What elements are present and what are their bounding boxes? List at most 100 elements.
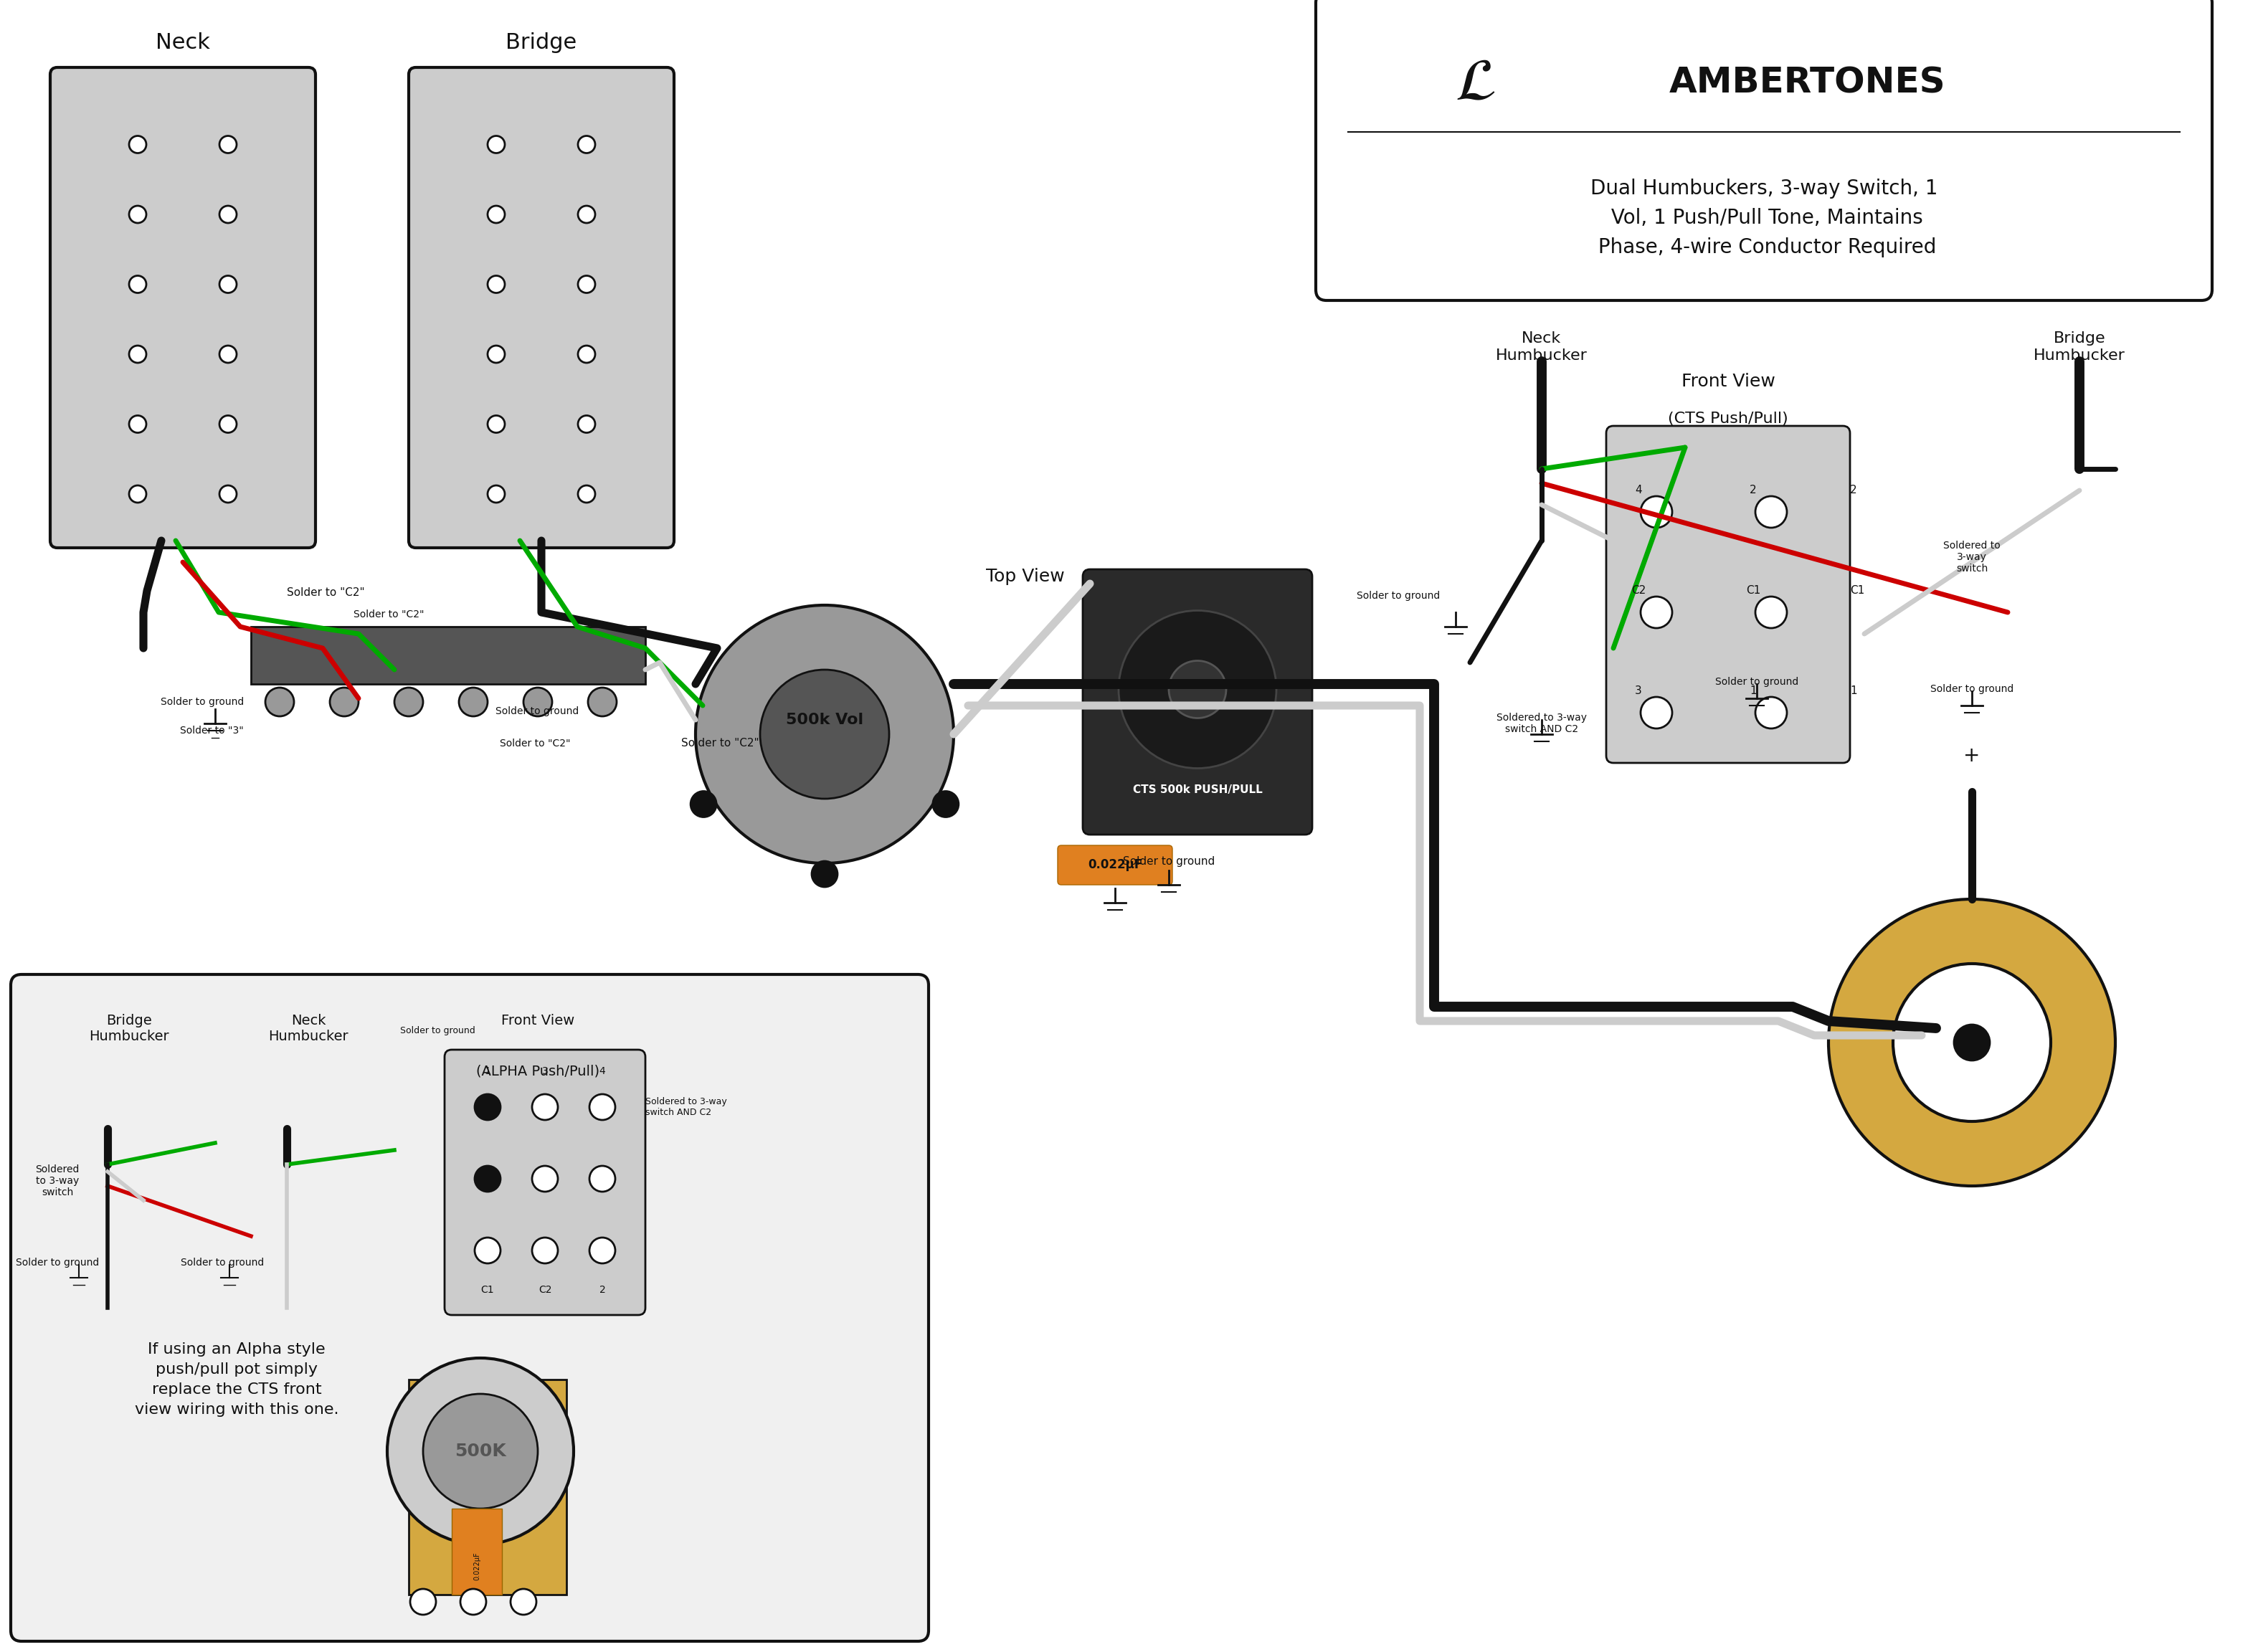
Text: Solder to ground: Solder to ground: [1357, 591, 1441, 601]
Text: Solder to "C2": Solder to "C2": [355, 610, 425, 620]
FancyBboxPatch shape: [11, 975, 928, 1640]
Text: 4: 4: [1635, 486, 1642, 496]
Text: Solder to ground: Solder to ground: [16, 1257, 99, 1267]
Text: Front View: Front View: [1682, 373, 1775, 390]
Text: +: +: [1964, 745, 1980, 767]
Text: Bridge
Humbucker: Bridge Humbucker: [88, 1014, 169, 1044]
Circle shape: [395, 687, 422, 717]
Circle shape: [219, 486, 237, 502]
Circle shape: [587, 687, 616, 717]
FancyBboxPatch shape: [445, 1049, 646, 1315]
Circle shape: [589, 1237, 614, 1264]
Text: Front View: Front View: [501, 1014, 574, 1028]
Text: 1: 1: [1849, 686, 1856, 697]
Text: 500K: 500K: [454, 1442, 506, 1460]
Circle shape: [330, 687, 359, 717]
Text: 0.022µF: 0.022µF: [474, 1551, 481, 1581]
Circle shape: [1829, 899, 2116, 1186]
Text: Solder to "C2": Solder to "C2": [287, 586, 366, 598]
Circle shape: [129, 345, 147, 363]
Text: Soldered to 3-way
switch AND C2: Soldered to 3-way switch AND C2: [1497, 712, 1587, 735]
Circle shape: [1754, 596, 1786, 628]
Circle shape: [1642, 596, 1673, 628]
Text: 3: 3: [1635, 686, 1642, 697]
Circle shape: [219, 276, 237, 292]
Bar: [251, 626, 646, 684]
Circle shape: [411, 1589, 436, 1614]
FancyBboxPatch shape: [409, 68, 675, 548]
Circle shape: [1754, 697, 1786, 729]
Circle shape: [1892, 963, 2050, 1122]
Text: Bridge: Bridge: [506, 33, 578, 53]
Circle shape: [1170, 661, 1226, 719]
Circle shape: [129, 276, 147, 292]
Circle shape: [219, 416, 237, 433]
Circle shape: [219, 206, 237, 223]
Circle shape: [695, 605, 953, 864]
Text: 3: 3: [542, 1066, 549, 1075]
Text: Neck
Humbucker: Neck Humbucker: [1495, 332, 1587, 362]
Text: (CTS Push/Pull): (CTS Push/Pull): [1669, 411, 1788, 426]
Text: 0.022µF: 0.022µF: [1088, 859, 1143, 871]
Circle shape: [589, 1094, 614, 1120]
Circle shape: [691, 791, 716, 818]
Text: Solder to ground: Solder to ground: [1931, 684, 2014, 694]
Circle shape: [578, 345, 596, 363]
Circle shape: [386, 1358, 574, 1545]
Circle shape: [1642, 496, 1673, 527]
Circle shape: [578, 486, 596, 502]
Text: Solder to ground: Solder to ground: [181, 1257, 264, 1267]
Text: Dual Humbuckers, 3-way Switch, 1
 Vol, 1 Push/Pull Tone, Maintains
 Phase, 4-wir: Dual Humbuckers, 3-way Switch, 1 Vol, 1 …: [1590, 178, 1937, 258]
Circle shape: [474, 1237, 501, 1264]
Circle shape: [129, 486, 147, 502]
Circle shape: [578, 135, 596, 154]
Circle shape: [422, 1394, 537, 1508]
Text: $\mathcal{L}$: $\mathcal{L}$: [1454, 55, 1495, 112]
Text: 500k Vol: 500k Vol: [786, 712, 863, 727]
Text: Solder to "C2": Solder to "C2": [499, 738, 571, 748]
Text: Solder to ground: Solder to ground: [1716, 677, 1797, 687]
Text: Bridge
Humbucker: Bridge Humbucker: [2034, 332, 2125, 362]
FancyBboxPatch shape: [1084, 570, 1312, 834]
Circle shape: [1642, 697, 1673, 729]
FancyBboxPatch shape: [1605, 426, 1849, 763]
Circle shape: [811, 861, 838, 887]
FancyBboxPatch shape: [1316, 0, 2213, 301]
Circle shape: [589, 1166, 614, 1191]
Circle shape: [474, 1166, 501, 1191]
Circle shape: [458, 687, 488, 717]
Circle shape: [219, 135, 237, 154]
Circle shape: [533, 1237, 558, 1264]
Text: 2: 2: [598, 1285, 605, 1295]
Text: Solder to ground: Solder to ground: [495, 707, 578, 717]
Text: (ALPHA Push/Pull): (ALPHA Push/Pull): [476, 1064, 601, 1077]
Text: 1: 1: [1750, 686, 1757, 697]
Circle shape: [488, 416, 506, 433]
Circle shape: [578, 276, 596, 292]
Circle shape: [474, 1094, 501, 1120]
Text: C1: C1: [481, 1285, 495, 1295]
Circle shape: [129, 206, 147, 223]
Circle shape: [1754, 496, 1786, 527]
Text: C1: C1: [1849, 585, 1865, 596]
Text: Soldered to
3-way
switch: Soldered to 3-way switch: [1944, 540, 2001, 573]
Text: Top View: Top View: [987, 568, 1066, 585]
Text: C2: C2: [1630, 585, 1646, 596]
Circle shape: [761, 669, 890, 800]
Circle shape: [533, 1094, 558, 1120]
Text: Soldered to 3-way
switch AND C2: Soldered to 3-way switch AND C2: [646, 1097, 727, 1117]
Circle shape: [264, 687, 294, 717]
Circle shape: [129, 135, 147, 154]
Circle shape: [510, 1589, 537, 1614]
Text: 1: 1: [485, 1066, 490, 1075]
Text: Neck
Humbucker: Neck Humbucker: [269, 1014, 348, 1044]
Text: 4: 4: [598, 1066, 605, 1075]
Text: 2: 2: [1849, 486, 1856, 496]
FancyBboxPatch shape: [50, 68, 316, 548]
Circle shape: [1953, 1024, 1989, 1061]
Text: If using an Alpha style
push/pull pot simply
replace the CTS front
view wiring w: If using an Alpha style push/pull pot si…: [135, 1341, 339, 1417]
Text: Solder to "C2": Solder to "C2": [682, 738, 759, 748]
Text: Neck: Neck: [156, 33, 210, 53]
Bar: [409, 1379, 567, 1594]
Circle shape: [461, 1589, 485, 1614]
